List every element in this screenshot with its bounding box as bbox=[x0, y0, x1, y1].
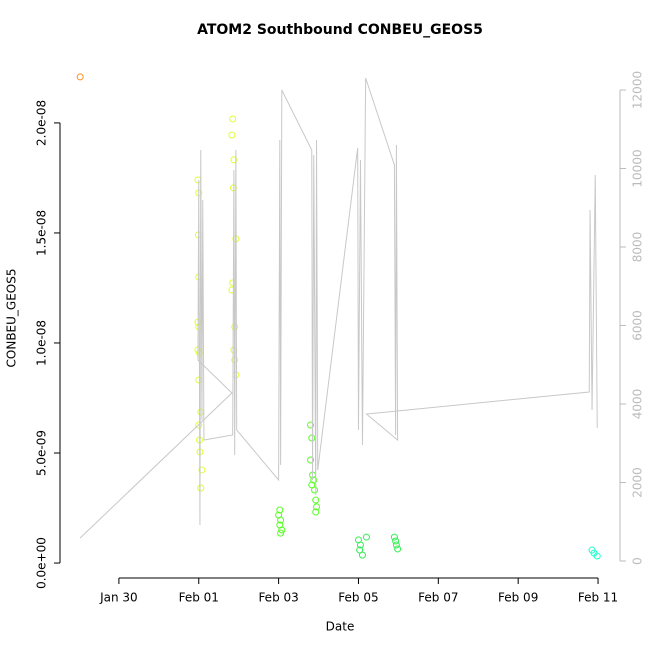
data-point bbox=[308, 434, 316, 442]
y-tick-label: 0.0e+00 bbox=[35, 537, 49, 589]
x-tick-label: Jan 30 bbox=[99, 591, 138, 605]
data-point bbox=[307, 456, 315, 464]
y2-tick-label: 10000 bbox=[631, 149, 645, 187]
data-point bbox=[197, 408, 205, 416]
data-point bbox=[195, 376, 203, 384]
y-tick-label: 5.0e-09 bbox=[35, 430, 49, 476]
x-axis-label: Date bbox=[326, 620, 355, 634]
data-point bbox=[195, 421, 203, 429]
y2-tick-label: 4000 bbox=[631, 389, 645, 420]
data-point bbox=[312, 496, 320, 504]
x-tick-label: Feb 07 bbox=[418, 591, 458, 605]
data-point bbox=[278, 526, 286, 534]
data-point bbox=[276, 506, 284, 514]
data-point bbox=[356, 541, 364, 549]
data-point bbox=[194, 176, 202, 184]
x-tick-label: Feb 01 bbox=[179, 591, 219, 605]
chart-title: ATOM2 Southbound CONBEU_GEOS5 bbox=[197, 22, 483, 38]
altitude-line bbox=[79, 77, 598, 539]
data-point bbox=[229, 279, 237, 287]
data-point bbox=[313, 503, 321, 511]
data-point bbox=[228, 131, 236, 139]
y-tick-label: 1.0e-08 bbox=[35, 320, 49, 366]
y2-tick-label: 0 bbox=[631, 557, 645, 565]
data-point bbox=[230, 156, 238, 164]
data-point bbox=[390, 533, 398, 541]
data-point bbox=[76, 73, 84, 81]
x-tick-label: Feb 03 bbox=[258, 591, 298, 605]
y-tick-label: 2.0e-08 bbox=[35, 100, 49, 146]
data-point bbox=[277, 529, 285, 537]
data-point bbox=[394, 545, 402, 553]
y2-tick-label: 8000 bbox=[631, 232, 645, 263]
y2-tick-label: 12000 bbox=[631, 71, 645, 109]
data-point bbox=[593, 552, 601, 560]
y-axis-label: CONBEU_GEOS5 bbox=[5, 269, 19, 368]
data-point bbox=[312, 508, 320, 516]
y2-tick-label: 6000 bbox=[631, 310, 645, 341]
data-point bbox=[198, 466, 206, 474]
x-tick-label: Feb 05 bbox=[338, 591, 378, 605]
data-point bbox=[307, 421, 315, 429]
x-tick-label: Feb 11 bbox=[578, 591, 618, 605]
x-tick-label: Feb 09 bbox=[498, 591, 538, 605]
y2-tick-label: 2000 bbox=[631, 467, 645, 498]
y-tick-label: 1.5e-08 bbox=[35, 210, 49, 256]
data-point bbox=[229, 115, 237, 123]
data-point bbox=[311, 486, 319, 494]
data-point bbox=[392, 537, 400, 545]
data-point bbox=[362, 533, 370, 541]
data-point bbox=[232, 371, 240, 379]
data-point bbox=[197, 484, 205, 492]
data-point bbox=[277, 516, 285, 524]
data-point bbox=[358, 551, 366, 559]
data-point bbox=[392, 541, 400, 549]
